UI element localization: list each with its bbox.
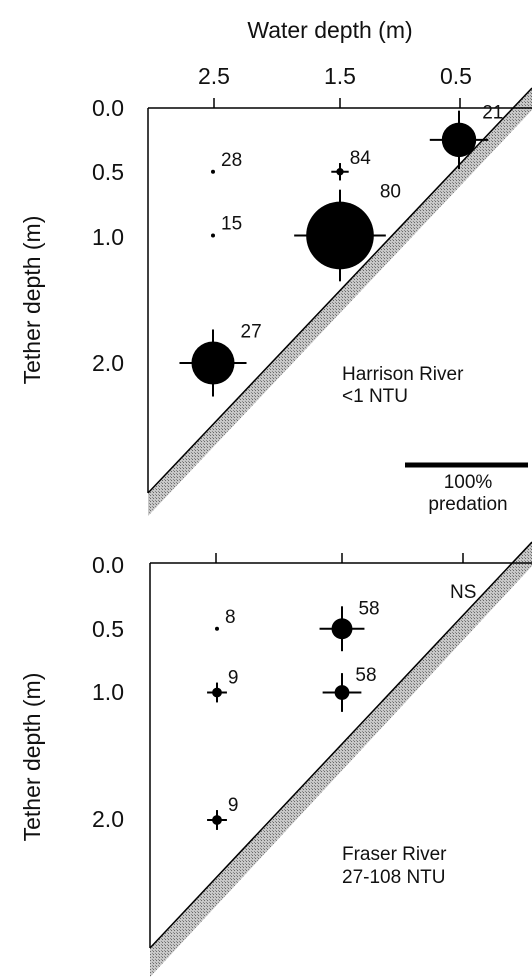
sample-size-label: 8 <box>225 607 236 628</box>
predation-bubble <box>334 685 350 700</box>
sample-size-label: 21 <box>482 103 503 124</box>
sample-size-label: 28 <box>221 150 242 171</box>
bottom-hatch <box>148 88 532 516</box>
x-tick-label: 0.5 <box>440 63 472 89</box>
panel-harrison: 0.0 0.5 1.0 2.0 Tether depth (m) Harriso… <box>19 87 532 516</box>
panel-fraser: 0.0 0.5 1.0 2.0 Tether depth (m) NS Fras… <box>19 541 532 977</box>
sample-size-label: 27 <box>241 321 262 342</box>
scale-bar-label: predation <box>428 494 507 515</box>
y-tick-label: 1.0 <box>92 679 124 705</box>
predation-bubble <box>191 341 235 385</box>
predation-bubble <box>212 815 222 825</box>
x-tick-label: 2.5 <box>198 63 230 89</box>
data-points: 28 15 27 84 80 21 <box>179 103 503 397</box>
y-axis-title: Tether depth (m) <box>19 216 45 385</box>
sample-size-label: 80 <box>380 182 401 203</box>
predation-bubble <box>441 122 477 158</box>
sample-size-label: 15 <box>221 214 242 235</box>
turbidity-label: 27-108 NTU <box>342 867 446 888</box>
predation-bubble <box>336 168 344 176</box>
x-tick-label: 1.5 <box>324 63 356 89</box>
y-tick-label: 0.0 <box>92 552 124 578</box>
predation-bubble <box>211 169 215 174</box>
bottom-hatch <box>150 542 532 977</box>
predation-bubble <box>306 201 374 270</box>
sample-size-label: 58 <box>358 598 379 619</box>
sample-size-label: 9 <box>228 795 239 816</box>
significance-label: NS <box>450 582 476 603</box>
predation-bubble <box>212 687 222 698</box>
y-axis-title: Tether depth (m) <box>19 673 45 842</box>
y-tick-label: 1.0 <box>92 224 124 250</box>
scale-bar-label: 100% <box>444 472 493 493</box>
sample-size-label: 9 <box>228 668 239 689</box>
sample-size-label: 58 <box>355 665 376 686</box>
panel-diagonal-border <box>147 87 532 494</box>
panel-diagonal-border <box>149 541 532 949</box>
data-points: 8 9 9 58 58 <box>207 598 380 830</box>
y-tick-label: 0.5 <box>92 159 124 185</box>
turbidity-label: <1 NTU <box>342 386 408 407</box>
site-label: Harrison River <box>342 364 464 385</box>
predation-bubble <box>215 626 219 631</box>
predation-bubble <box>331 618 353 640</box>
y-tick-label: 0.5 <box>92 616 124 642</box>
x-axis-title: Water depth (m) <box>247 17 412 43</box>
y-tick-label: 2.0 <box>92 806 124 832</box>
sample-size-label: 84 <box>350 148 372 169</box>
predation-bubble <box>211 233 215 238</box>
y-tick-label: 0.0 <box>92 95 124 121</box>
y-tick-label: 2.0 <box>92 350 124 376</box>
site-label: Fraser River <box>342 844 447 865</box>
